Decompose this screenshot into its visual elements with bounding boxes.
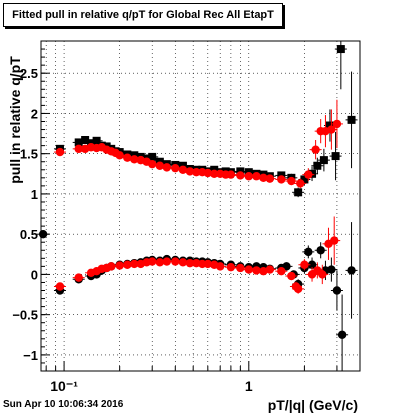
data-point-circle [148, 159, 157, 169]
data-point-square [319, 156, 328, 165]
data-point-circle [55, 147, 65, 157]
axes: −1 −0.5 0 0.5 1 1.5 2 2.5 10⁻¹ 1 [12, 48, 361, 394]
y-tick-label: −0.5 [12, 308, 38, 323]
data-point-circle [74, 273, 83, 282]
data-point-circle [123, 260, 132, 269]
data-point-circle [185, 167, 195, 176]
data-point-circle [287, 271, 296, 281]
grid-lines [41, 41, 361, 371]
data-point-circle [115, 261, 124, 270]
data-point-circle [332, 119, 342, 129]
data-point-square [92, 136, 101, 145]
data-point-circle [130, 155, 139, 164]
y-tick-label: 2.5 [20, 66, 38, 81]
data-point-circle [178, 258, 188, 267]
data-point-square [331, 152, 340, 161]
data-point-circle [155, 161, 165, 170]
data-point-circle [304, 247, 313, 257]
data-point-circle [252, 266, 261, 275]
data-point-circle [330, 236, 339, 245]
plot-frame [40, 40, 361, 372]
data-point-square [294, 188, 303, 197]
data-point-circle [265, 174, 275, 183]
data-point-square [336, 45, 345, 54]
data-point-circle [226, 170, 236, 179]
data-point-circle [178, 165, 188, 174]
y-tick-label: 1.5 [20, 147, 38, 162]
data-point-circle [130, 259, 139, 269]
data-point-circle [311, 145, 320, 154]
data-points [37, 41, 358, 371]
data-point-circle [252, 172, 261, 181]
y-tick-label: 0 [31, 267, 38, 282]
data-point-circle [300, 260, 309, 269]
data-point-circle [55, 282, 65, 291]
footer-timestamp: Sun Apr 10 10:06:34 2016 [3, 399, 124, 410]
data-point-circle [265, 265, 275, 274]
data-point-circle [307, 260, 317, 269]
data-point-circle [277, 266, 286, 276]
y-axis-label: pull in relative q/pT [7, 56, 23, 184]
data-point-circle [148, 257, 157, 266]
data-point-circle [337, 330, 347, 339]
data-point-square [300, 175, 309, 184]
data-point-circle [185, 258, 195, 268]
x-axis-label: pT/|q| (GeV/c) [268, 397, 358, 413]
data-point-circle [155, 258, 165, 267]
data-point-square [325, 121, 334, 130]
data-point-circle [304, 170, 313, 179]
data-point-circle [244, 172, 253, 181]
data-point-circle [316, 246, 325, 255]
data-point-circle [162, 163, 172, 172]
data-point-circle [259, 173, 268, 183]
data-point-circle [327, 265, 336, 274]
x-tick-label: 1 [245, 378, 253, 394]
data-point-circle [244, 265, 253, 274]
data-point-circle [293, 284, 303, 294]
data-point-circle [277, 175, 286, 184]
chart-title: Fitted pull in relative q/pT for Global … [3, 3, 283, 27]
y-tick-label: 0.5 [20, 227, 38, 242]
data-point-circle [107, 262, 116, 271]
data-point-circle [215, 262, 225, 271]
data-point-circle [236, 171, 245, 180]
data-point-circle [318, 270, 327, 279]
data-point-circle [296, 179, 305, 188]
data-point-circle [332, 286, 342, 295]
data-point-circle [236, 263, 245, 273]
data-point-square [347, 115, 356, 124]
data-point-circle [115, 151, 124, 160]
x-tick-label: 10⁻¹ [50, 378, 78, 394]
data-point-circle [203, 168, 213, 178]
data-point-circle [327, 125, 336, 134]
data-point-square [313, 161, 322, 170]
data-point-circle [123, 153, 132, 162]
data-point-circle [226, 262, 236, 272]
data-point-circle [347, 266, 356, 275]
data-point-circle [203, 259, 213, 269]
data-point-square [74, 138, 83, 147]
y-tick-label: 2 [31, 106, 38, 121]
data-point-square [148, 152, 157, 161]
data-point-square [81, 136, 90, 144]
y-tick-label: −1 [23, 348, 38, 363]
data-point-circle [287, 176, 296, 186]
y-tick-label: 1 [31, 187, 38, 202]
data-point-circle [162, 257, 172, 266]
data-point-circle [74, 144, 83, 154]
data-point-circle [171, 163, 180, 173]
data-point-circle [171, 257, 180, 266]
